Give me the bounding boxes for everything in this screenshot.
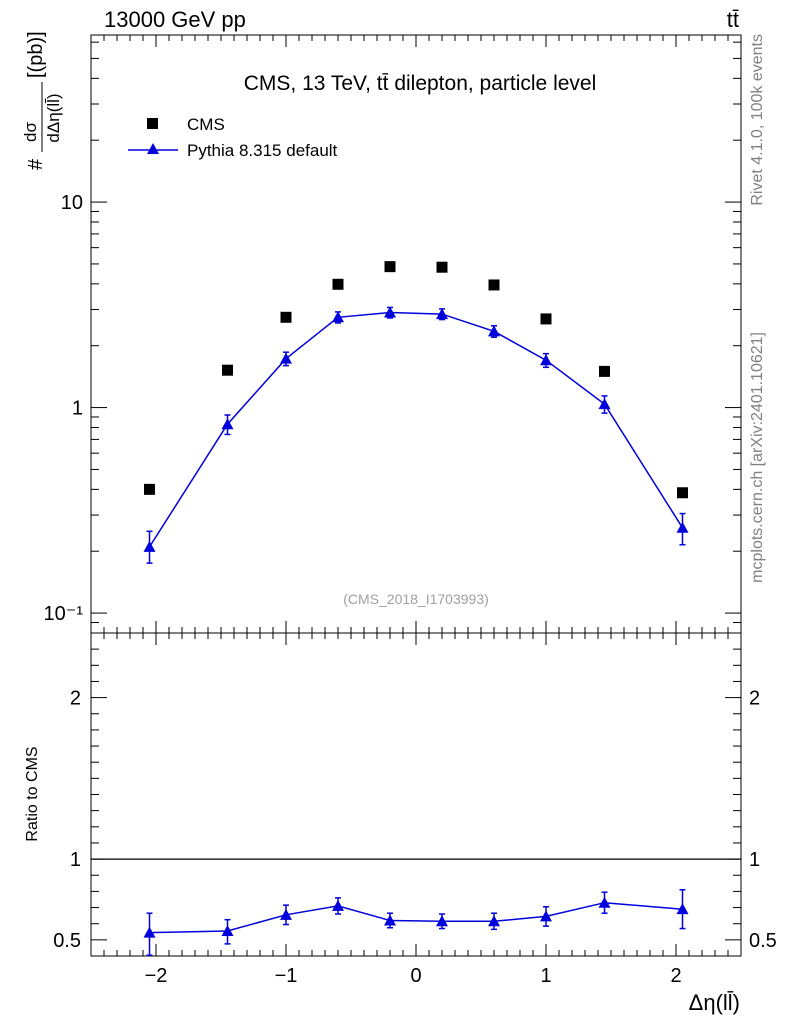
main-y-axis-label: # dσ dΔη(ll̄) [(pb)] — [21, 31, 63, 170]
ratio-point — [332, 899, 344, 911]
pythia-point — [143, 540, 156, 552]
mcplots-source-label: mcplots.cern.ch [arXiv:2401.10621] — [749, 332, 766, 583]
ratio-plot-series — [143, 889, 689, 956]
pythia-point — [332, 311, 344, 323]
main-y-tick-label: 10 — [61, 192, 83, 214]
cms-point — [384, 261, 396, 273]
ratio-x-tick-label: 0 — [410, 965, 421, 987]
pythia-point — [384, 306, 396, 318]
ratio-axis-ticks: 0.5 0.5 1 1 2 2 −2 −1 0 1 2 — [53, 632, 777, 987]
ratio-x-tick-label: 1 — [540, 965, 551, 987]
ratio-point — [436, 915, 448, 927]
ratio-y-tick-label: 1 — [70, 849, 81, 871]
ratio-plot-frame — [90, 632, 742, 957]
ratio-x-tick-label: −2 — [145, 965, 168, 987]
main-axis-ticks: 10⁻¹ 1 10 — [44, 35, 742, 634]
ratio-point — [540, 910, 552, 922]
ratio-x-tick-label: −1 — [275, 965, 298, 987]
pythia-series-line — [148, 311, 684, 548]
x-axis-label: Δη(ll̄) — [689, 990, 740, 1015]
ratio-x-tick-label: 2 — [670, 965, 681, 987]
cms-point — [488, 279, 500, 291]
svg-text:dΔη(ll̄): dΔη(ll̄) — [44, 93, 63, 142]
pythia-point — [488, 325, 500, 337]
main-y-tick-label: 10⁻¹ — [44, 603, 84, 625]
pythia-point — [676, 521, 689, 533]
cms-point — [436, 261, 448, 273]
legend-cms-label: CMS — [187, 115, 225, 134]
ratio-y-tick-label: 2 — [70, 688, 81, 710]
main-plot-title: CMS, 13 TeV, tt̄ dilepton, particle leve… — [244, 72, 597, 95]
legend: CMS Pythia 8.315 default — [128, 115, 338, 160]
ratio-point — [280, 908, 292, 920]
legend-pythia-label: Pythia 8.315 default — [187, 141, 338, 160]
ratio-point — [221, 924, 234, 936]
ratio-series-line — [149, 901, 683, 934]
ratio-y-tick-label-right: 1 — [749, 849, 760, 871]
pythia-point — [221, 418, 234, 430]
cms-point — [599, 365, 610, 377]
ratio-point — [676, 903, 689, 915]
svg-text:[(pb)]: [(pb)] — [25, 31, 47, 78]
legend-cms-marker — [147, 118, 158, 129]
pythia-point — [540, 354, 552, 366]
main-y-tick-label: 1 — [72, 398, 83, 420]
cms-point — [677, 487, 688, 499]
cms-point — [540, 313, 552, 325]
ratio-y-axis-label: Ratio to CMS — [24, 746, 41, 841]
cms-point — [144, 483, 155, 495]
main-plot-series — [143, 261, 689, 564]
ratio-y-tick-label-right: 2 — [749, 688, 760, 710]
header-process-label: tt̄ — [727, 7, 739, 32]
header-energy-label: 13000 GeV pp — [104, 7, 246, 32]
ratio-y-tick-label-right: 0.5 — [749, 930, 777, 952]
legend-pythia-marker — [147, 143, 159, 154]
cms-point — [280, 311, 292, 323]
ratio-point — [598, 896, 611, 908]
ratio-point — [384, 914, 396, 926]
ratio-point — [143, 926, 156, 938]
cms-point — [222, 364, 233, 376]
ratio-point — [488, 915, 500, 927]
pythia-point — [280, 352, 292, 364]
analysis-watermark: (CMS_2018_I1703993) — [343, 591, 489, 607]
ratio-y-tick-label: 0.5 — [53, 930, 81, 952]
cms-point — [332, 278, 344, 290]
rivet-version-label: Rivet 4.1.0, 100k events — [749, 34, 766, 206]
svg-text:dσ: dσ — [21, 122, 40, 142]
svg-text:#: # — [25, 158, 47, 170]
pythia-point — [598, 398, 611, 410]
pythia-point — [436, 308, 448, 320]
